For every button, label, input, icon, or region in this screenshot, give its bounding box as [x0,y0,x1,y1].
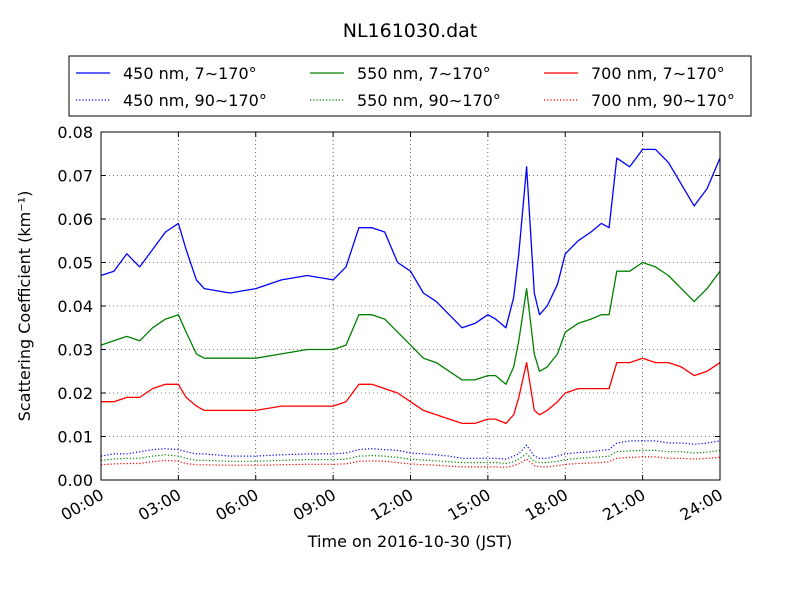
legend-label-2: 550 nm, 7∼170° [357,64,491,83]
y-tick-label: 0.06 [57,210,93,229]
legend-label-1: 450 nm, 90∼170° [123,91,267,110]
plot-area [101,132,720,480]
legend-label-5: 700 nm, 90∼170° [591,91,735,110]
legend-label-3: 550 nm, 90∼170° [357,91,501,110]
series-line-3 [100,449,721,465]
y-tick-label: 0.02 [57,384,93,403]
x-axis-label: Time on 2016-10-30 (JST) [307,532,512,551]
y-tick-label: 0.04 [57,297,93,316]
legend: 450 nm, 7∼170° 550 nm, 7∼170° 700 nm, 7∼17… [68,55,752,117]
legend-box [68,55,752,117]
series-layer [100,148,721,468]
series-line-5 [100,456,721,468]
y-tick-label: 0.01 [57,428,93,447]
legend-label-0: 450 nm, 7∼170° [123,64,257,83]
series-line-2 [100,261,721,385]
legend-label-4: 700 nm, 7∼170° [591,64,725,83]
series-line-0 [100,148,721,329]
series-line-4 [101,357,721,425]
y-tick-label: 0.05 [57,254,93,273]
y-tick-label: 0.03 [57,341,93,360]
y-tick-label: 0.07 [57,167,93,186]
y-axis-label: Scattering Coefficient (km⁻¹) [15,191,34,422]
chart-title: NL161030.dat [343,20,478,42]
y-tick-label: 0.00 [57,471,93,490]
y-tick-label: 0.08 [57,123,93,142]
